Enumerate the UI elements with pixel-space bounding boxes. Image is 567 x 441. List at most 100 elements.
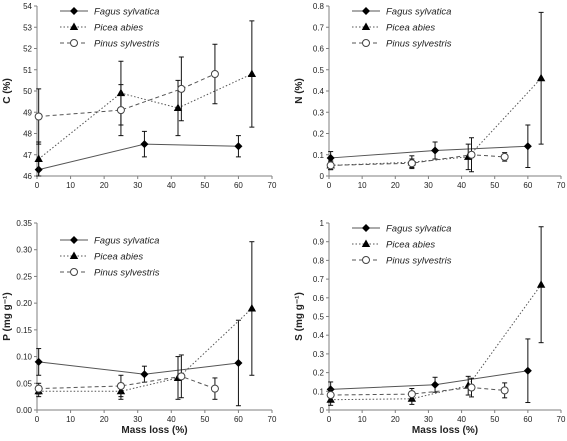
y-tick-label: 0.7 (313, 275, 325, 284)
legend-entry: Fagus sylvatica (94, 7, 159, 18)
x-tick-label: 70 (268, 181, 277, 190)
x-tick-label: 20 (391, 181, 400, 190)
series-triangle (326, 226, 546, 406)
x-tick-label: 50 (490, 415, 499, 424)
y-tick-label: 0.10 (16, 353, 32, 362)
data-point (500, 152, 509, 161)
y-tick-label: 0 (320, 172, 325, 181)
panel-4: 00.10.20.30.40.50.60.70.80.910 10 20 30 40 50… (294, 219, 566, 436)
legend-entry: Pinus sylvestris (386, 39, 452, 50)
legend-entry: Fagus sylvatica (94, 236, 159, 247)
series-triangle (326, 11, 546, 171)
data-point (234, 358, 243, 367)
x-tick-label: 70 (557, 415, 566, 424)
legend: Fagus sylvatica Picea abies Pinus sylvestr… (60, 7, 160, 50)
legend-entry: Pinus sylvestris (94, 268, 160, 279)
series-diamond (34, 319, 243, 407)
y-tick-label: 0.2 (313, 130, 325, 139)
y-tick-label: 0.4 (313, 331, 325, 340)
y-tick-label: 0.7 (313, 23, 325, 32)
y-axis-label: C (%) (2, 78, 13, 104)
data-point (467, 383, 476, 392)
y-tick-label: 0.6 (313, 294, 325, 303)
y-tick-label: 0.2 (313, 369, 325, 378)
x-tick-label: 60 (234, 181, 243, 190)
series-diamond (326, 338, 532, 404)
panel-1: 46 47 48 49 50 51 52 53 54 0 10 20 30 40 50 60 70 C (%) Fa… (2, 2, 277, 190)
y-tick-label: 0.5 (313, 313, 325, 322)
x-tick-label: 60 (523, 181, 532, 190)
x-tick-label: 60 (234, 415, 243, 424)
legend-marker (362, 256, 370, 264)
data-point (34, 112, 43, 121)
x-tick-label: 10 (66, 181, 75, 190)
data-point (326, 161, 335, 170)
data-point (467, 150, 476, 159)
data-point (326, 153, 335, 162)
x-tick-label: 30 (424, 181, 433, 190)
y-tick-label: 0.00 (16, 406, 32, 415)
data-point (536, 280, 546, 288)
data-point (210, 384, 219, 393)
x-tick-label: 50 (200, 415, 209, 424)
x-tick-label: 10 (358, 181, 367, 190)
legend: Fagus sylvatica Picea abies Pinus sylvestr… (352, 7, 452, 50)
series-line (38, 143, 239, 171)
y-tick-label: 0.35 (16, 219, 32, 228)
data-point (140, 140, 149, 149)
legend: Fagus sylvatica Picea abies Pinus sylvestr… (352, 224, 452, 267)
y-tick-label: 52 (23, 45, 32, 54)
legend-marker (361, 239, 371, 247)
x-tick-label: 70 (268, 415, 277, 424)
x-tick-label: 30 (133, 181, 142, 190)
data-point (34, 154, 43, 162)
data-point (500, 386, 509, 395)
series-circle (34, 43, 219, 145)
x-tick-label: 30 (133, 415, 142, 424)
series-line (38, 361, 239, 375)
y-tick-label: 0.3 (313, 108, 325, 117)
x-tick-label: 20 (391, 415, 400, 424)
y-tick-label: 53 (23, 23, 32, 32)
y-tick-label: 0.6 (313, 45, 325, 54)
legend-entry: Pinus sylvestris (94, 39, 160, 50)
series-line (330, 370, 528, 390)
y-tick-label: 0.5 (313, 66, 325, 75)
x-tick-label: 70 (557, 181, 566, 190)
legend-entry: Picea abies (94, 23, 143, 34)
legend-entry: Fagus sylvatica (386, 7, 451, 18)
x-tick-label: 20 (100, 415, 109, 424)
data-point (116, 106, 125, 115)
legend-marker (70, 39, 78, 47)
legend-entry: Picea abies (386, 23, 435, 34)
x-tick-label: 10 (358, 415, 367, 424)
data-point (173, 103, 183, 111)
x-tick-label: 0 (35, 415, 40, 424)
x-tick-label: 40 (457, 415, 466, 424)
y-tick-label: 54 (23, 2, 32, 11)
data-point (523, 366, 532, 375)
x-tick-label: 40 (167, 181, 176, 190)
y-tick-label: 0.3 (313, 350, 325, 359)
x-tick-label: 50 (490, 181, 499, 190)
y-tick-label: 51 (23, 66, 32, 75)
data-point (116, 381, 125, 390)
legend-entry: Picea abies (386, 240, 435, 251)
x-tick-label: 30 (424, 415, 433, 424)
data-point (326, 391, 335, 400)
legend-marker (362, 39, 370, 47)
data-point (523, 142, 532, 151)
y-tick-label: 0.8 (313, 2, 325, 11)
data-point (177, 372, 186, 381)
y-tick-label: 48 (23, 130, 32, 139)
y-tick-label: 0.8 (313, 256, 325, 265)
y-tick-label: 0.1 (313, 151, 325, 160)
x-tick-label: 40 (167, 415, 176, 424)
data-point (431, 380, 440, 389)
y-tick-label: 1 (320, 219, 325, 228)
legend-marker (361, 22, 371, 30)
y-tick-label: 0.4 (313, 87, 325, 96)
series-line (38, 308, 253, 392)
y-tick-label: 0.9 (313, 238, 325, 247)
y-tick-label: 50 (23, 87, 32, 96)
